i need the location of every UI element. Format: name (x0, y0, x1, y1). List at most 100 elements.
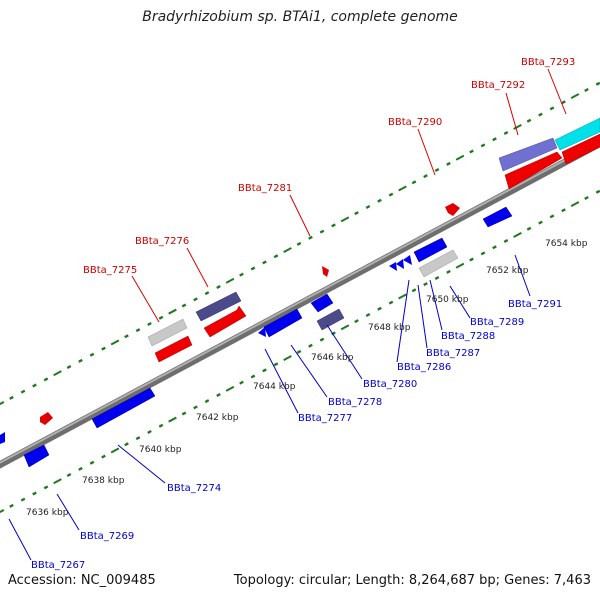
scale-tick (135, 436, 141, 441)
scale-tick (388, 192, 394, 197)
scale-tick (216, 284, 221, 289)
gene-blue-long (91, 387, 156, 429)
leader-line (449, 285, 471, 319)
top-gene-labels: BBta_7275 BBta_7276 BBta_7281 BBta_7290 … (83, 57, 575, 276)
scale-tick (193, 297, 198, 302)
scale-tick (296, 241, 302, 246)
scale-tick (308, 235, 313, 240)
gene-gray (147, 318, 188, 347)
scale-tick (365, 312, 371, 317)
scale-tick (53, 478, 62, 485)
scale-tick (411, 288, 417, 293)
scale-tick (78, 358, 83, 363)
gene-blue (23, 444, 50, 468)
scale-tick (377, 306, 382, 311)
gene-label-top: BBta_7290 (388, 117, 442, 128)
scale-tick (9, 395, 14, 400)
gene-label-bottom: BBta_7289 (470, 317, 524, 328)
scale-tick (319, 337, 325, 342)
gene-navy (316, 308, 345, 331)
scale-tick (354, 319, 359, 324)
scale-tick (147, 429, 152, 434)
scale-tick (570, 93, 580, 100)
bottom-gene-labels: BBta_7267 BBta_7269 BBta_7274 BBta_7277 … (31, 299, 562, 571)
gene-red-arrow (203, 305, 247, 338)
leader-line (56, 493, 80, 531)
scale-tick (168, 308, 177, 315)
gene-blue-left (0, 432, 5, 444)
scale-tick (283, 355, 292, 361)
gene-cyan (554, 117, 600, 151)
scale-tick (526, 226, 532, 231)
gene-blue (310, 293, 334, 313)
gene-blue-arrowhead (258, 327, 266, 337)
gene-lavender (498, 137, 558, 172)
scale-tick (53, 370, 62, 377)
gene-label-bottom: BBta_7291 (508, 299, 562, 310)
scale-tick (66, 473, 72, 478)
gene-red-small (40, 412, 53, 425)
scale-tick (434, 167, 440, 172)
scale-tick (101, 346, 106, 351)
scale-tick (340, 324, 350, 331)
leader-line (131, 275, 160, 323)
scale-tick (446, 161, 451, 166)
gene-label-top: BBta_7276 (135, 236, 189, 247)
kbp-label: 7652 kbp (486, 266, 529, 276)
scale-tick (388, 300, 394, 305)
scale-tick (181, 303, 187, 308)
scale-tick (32, 491, 37, 496)
scale-tick (204, 291, 210, 296)
gene-label-bottom: BBta_7287 (426, 348, 480, 359)
scale-tick (455, 154, 465, 161)
scale-tick (216, 392, 221, 397)
scale-tick (110, 339, 120, 346)
scale-tick (9, 503, 14, 508)
scale-tick (549, 214, 555, 219)
gene-blue (413, 237, 448, 263)
scale-tick (204, 399, 210, 404)
scale-tick (423, 174, 428, 179)
scale-tick (570, 201, 580, 208)
kbp-label: 7644 kbp (253, 382, 296, 392)
genome-summary-text: Topology: circular; Length: 8,264,687 bp… (233, 573, 591, 588)
scale-tick (296, 349, 302, 354)
scale-tick (469, 149, 474, 154)
leader-line (289, 194, 311, 237)
scale-tick (584, 195, 589, 200)
scale-tick (250, 374, 256, 379)
kbp-label: 7636 kbp (26, 508, 69, 518)
scale-tick (89, 460, 95, 465)
scale-tick (225, 385, 235, 392)
gene-gray (418, 249, 459, 278)
leader-line (547, 68, 567, 115)
genome-backbone (0, 139, 600, 469)
leader-line (8, 518, 32, 561)
gene-label-bottom: BBta_7274 (167, 483, 221, 494)
gene-red-right (561, 133, 600, 165)
gene-blue-small (389, 262, 397, 271)
gene-blue (263, 308, 303, 338)
scale-tick (262, 368, 267, 373)
gene-red (154, 335, 193, 363)
scale-tick (354, 211, 359, 216)
genome-title: Bradyrhizobium sp. BTAi1, complete genom… (142, 9, 458, 25)
scale-tick (239, 380, 244, 385)
leader-line (417, 284, 428, 349)
kbp-label: 7642 kbp (196, 413, 239, 423)
label-leader-lines (8, 68, 567, 561)
scale-tick (0, 401, 5, 406)
gene-label-bottom: BBta_7277 (298, 413, 352, 424)
scale-tick (101, 454, 106, 459)
gene-blue-small (403, 255, 412, 265)
scale-tick (124, 334, 129, 339)
leader-line (290, 344, 328, 398)
scale-tick (308, 343, 313, 348)
scale-tick (584, 87, 589, 92)
scale-tick (365, 204, 371, 209)
kbp-label: 7650 kbp (426, 295, 469, 305)
gene-red-long (504, 151, 563, 190)
scale-tick (158, 423, 164, 428)
